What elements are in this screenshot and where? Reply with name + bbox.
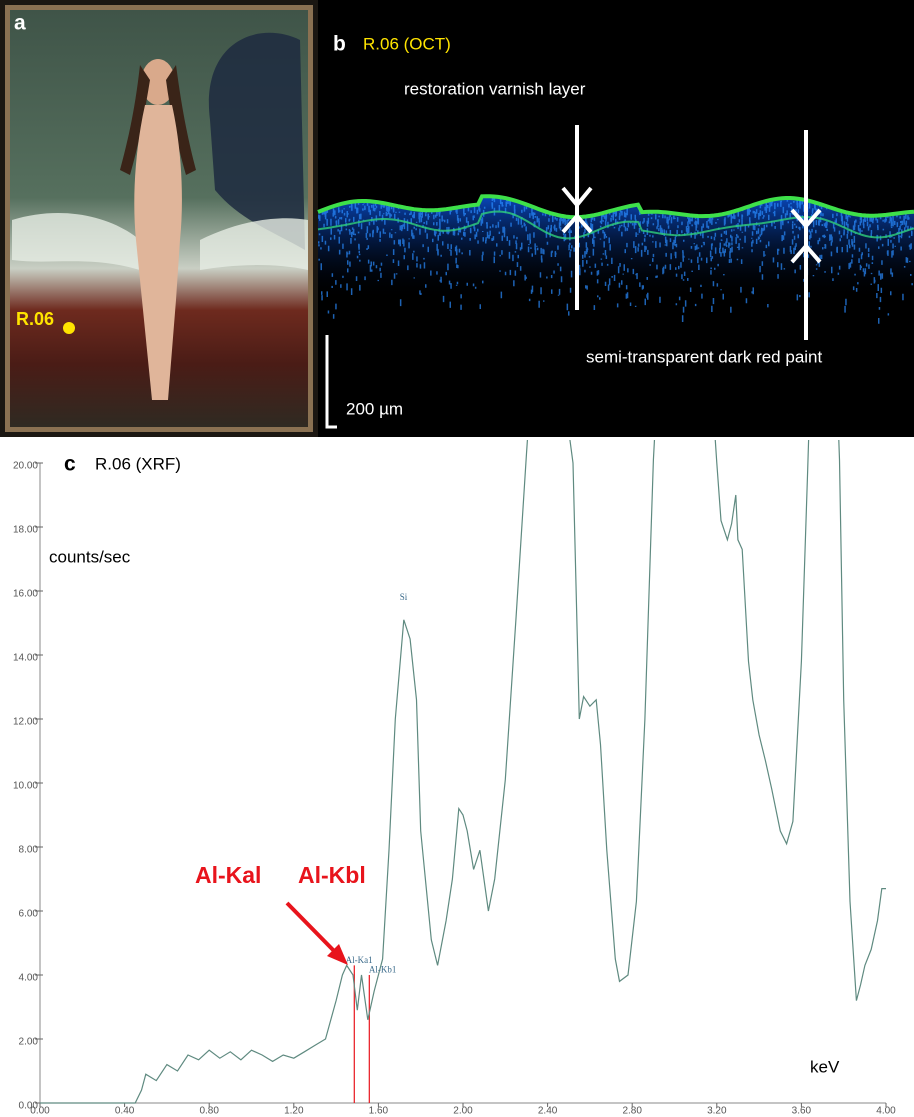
x-tick-label: 0.00 xyxy=(30,1106,50,1117)
callout-arrow xyxy=(285,901,342,959)
sample-marker xyxy=(63,322,75,334)
scale-label: 200 µm xyxy=(346,399,403,418)
figure xyxy=(134,105,182,400)
callout-arrowhead xyxy=(327,944,348,965)
x-tick-label: 3.60 xyxy=(792,1106,812,1117)
x-axis-label: keV xyxy=(810,1057,840,1076)
x-tick-label: 0.80 xyxy=(199,1106,219,1117)
peak-label: Si xyxy=(400,592,408,602)
x-tick-label: 4.00 xyxy=(876,1106,896,1117)
y-tick-label: 12.00 xyxy=(13,717,38,728)
x-tick-label: 1.20 xyxy=(284,1106,304,1117)
arrow-heads xyxy=(561,186,593,234)
sheet xyxy=(12,212,140,270)
x-tick-label: 1.60 xyxy=(369,1106,389,1117)
x-tick-label: 2.00 xyxy=(453,1106,473,1117)
x-tick-label: 3.20 xyxy=(707,1106,727,1117)
panel-title: R.06 (OCT) xyxy=(363,34,451,53)
head xyxy=(141,59,175,105)
panel-c: c R.06 (XRF) counts/sec keV 0.00 2.00 4.00… xyxy=(13,440,896,1117)
arrows xyxy=(325,125,822,429)
annotation: restoration varnish layer xyxy=(404,79,586,98)
peak-label: Al-Ka1 xyxy=(346,955,373,965)
y-tick-label: 2.00 xyxy=(19,1037,39,1048)
varnish-surface xyxy=(317,194,914,220)
callout: Al-Kbl xyxy=(298,862,366,888)
chart-title: R.06 (XRF) xyxy=(95,454,181,473)
y-tick-label: 4.00 xyxy=(19,973,39,984)
x-tick-label: 0.40 xyxy=(115,1106,135,1117)
sheet xyxy=(200,218,308,270)
shadow xyxy=(208,32,305,250)
y-tick-label: 6.00 xyxy=(19,909,39,920)
panel-label: b xyxy=(333,33,346,56)
panel-a: a R.06 xyxy=(0,0,318,437)
y-tick-label: 16.00 xyxy=(13,589,38,600)
y-tick-label: 18.00 xyxy=(13,525,38,536)
y-tick-label: 10.00 xyxy=(13,781,38,792)
panel-label: a xyxy=(14,12,26,35)
x-tick-label: 2.40 xyxy=(538,1106,558,1117)
peak-label: Al-Kb1 xyxy=(369,965,397,975)
y-tick-label: 20.00 xyxy=(13,461,38,472)
oct-speckle xyxy=(318,196,914,324)
marker-label: R.06 xyxy=(16,309,54,329)
x-tick-label: 2.80 xyxy=(622,1106,642,1117)
hair xyxy=(120,65,196,175)
callout: Al-Kal xyxy=(195,862,261,888)
annotation: semi-transparent dark red paint xyxy=(586,347,823,366)
arrow-heads xyxy=(790,208,822,264)
y-tick-label: 8.00 xyxy=(19,845,39,856)
panel-b: b R.06 (OCT) restoration varnish layer s… xyxy=(317,0,914,437)
y-tick-label: 0.00 xyxy=(19,1101,39,1112)
spectrum-line xyxy=(40,440,886,1104)
y-tick-label: 14.00 xyxy=(13,653,38,664)
scale-bar xyxy=(325,335,337,429)
y-axis-label: counts/sec xyxy=(49,547,131,566)
panel-label: c xyxy=(64,453,76,476)
